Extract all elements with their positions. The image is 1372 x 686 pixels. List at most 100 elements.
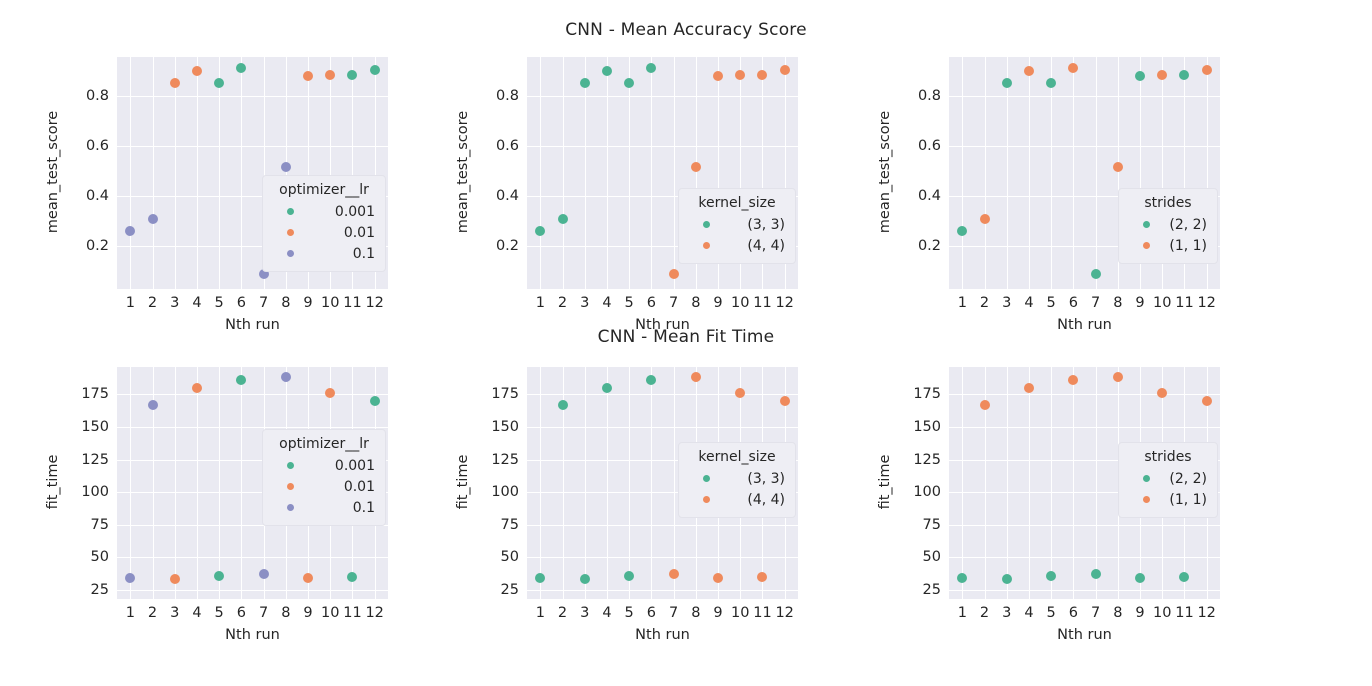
data-point bbox=[979, 213, 990, 224]
legend-entry[interactable]: (1, 1) bbox=[1129, 489, 1207, 510]
gridline-vertical bbox=[175, 367, 176, 599]
data-point bbox=[979, 399, 990, 410]
gridline-vertical bbox=[308, 57, 309, 289]
data-point bbox=[1157, 69, 1168, 80]
x-axis-label: Nth run bbox=[635, 317, 690, 333]
data-point bbox=[1135, 70, 1146, 81]
x-axis-tick-label: 6 bbox=[646, 605, 657, 621]
data-point bbox=[690, 372, 701, 383]
legend-marker-icon bbox=[273, 250, 307, 257]
y-axis-tick-label: 75 bbox=[90, 516, 109, 533]
legend-swatch bbox=[1142, 475, 1150, 482]
data-point bbox=[1090, 569, 1101, 580]
legend-bottom-right[interactable]: strides (2, 2) (1, 1) bbox=[1118, 442, 1218, 518]
legend-entry[interactable]: (3, 3) bbox=[689, 214, 785, 235]
gridline-vertical bbox=[740, 57, 741, 289]
gridline-horizontal bbox=[527, 557, 798, 558]
gridline-vertical bbox=[130, 57, 131, 289]
gridline-vertical bbox=[219, 57, 220, 289]
legend-top-right[interactable]: strides (2, 2) (1, 1) bbox=[1118, 188, 1218, 264]
gridline-horizontal bbox=[117, 427, 388, 428]
data-point bbox=[191, 65, 202, 76]
x-axis-tick-label: 11 bbox=[753, 605, 772, 621]
legend-title: optimizer__lr bbox=[279, 182, 369, 198]
y-axis-tick-label: 0.8 bbox=[495, 87, 519, 104]
gridline-vertical bbox=[1118, 57, 1119, 289]
legend-marker-icon bbox=[689, 242, 723, 249]
legend-label: (4, 4) bbox=[747, 237, 785, 254]
legend-label: (2, 2) bbox=[1169, 216, 1207, 233]
x-axis-tick-label: 11 bbox=[343, 295, 362, 311]
x-axis-tick-label: 5 bbox=[1046, 605, 1056, 621]
data-point bbox=[668, 569, 679, 580]
x-axis-tick-label: 10 bbox=[731, 605, 750, 621]
gridline-vertical bbox=[674, 57, 675, 289]
gridline-horizontal bbox=[949, 590, 1220, 591]
legend-entry[interactable]: (3, 3) bbox=[689, 468, 785, 489]
gridline-vertical bbox=[153, 57, 154, 289]
x-axis-label: Nth run bbox=[1057, 317, 1112, 333]
legend-label: (3, 3) bbox=[747, 470, 785, 487]
gridline-vertical bbox=[1096, 57, 1097, 289]
legend-label: 0.001 bbox=[334, 203, 375, 220]
data-point bbox=[779, 395, 790, 406]
gridline-vertical bbox=[629, 367, 630, 599]
gridline-horizontal bbox=[949, 460, 1220, 461]
legend-top-left[interactable]: optimizer__lr 0.001 0.01 0.1 bbox=[262, 175, 386, 272]
y-axis-tick-label: 75 bbox=[922, 516, 941, 533]
legend-entry[interactable]: (2, 2) bbox=[1129, 214, 1207, 235]
gridline-vertical bbox=[153, 367, 154, 599]
x-axis-tick-label: 7 bbox=[1090, 295, 1101, 311]
legend-bottom-middle[interactable]: kernel_size (3, 3) (4, 4) bbox=[678, 442, 796, 518]
legend-top-middle[interactable]: kernel_size (3, 3) (4, 4) bbox=[678, 188, 796, 264]
data-point bbox=[191, 382, 202, 393]
legend-entry[interactable]: 0.01 bbox=[273, 222, 375, 243]
legend-entry[interactable]: 0.1 bbox=[273, 497, 375, 518]
data-point bbox=[1023, 382, 1034, 393]
y-axis-tick-label: 75 bbox=[500, 516, 519, 533]
legend-entry[interactable]: 0.1 bbox=[273, 243, 375, 264]
data-point bbox=[535, 573, 546, 584]
data-point bbox=[779, 64, 790, 75]
legend-entry[interactable]: (2, 2) bbox=[1129, 468, 1207, 489]
data-point bbox=[1201, 395, 1212, 406]
x-axis-tick-label: 5 bbox=[214, 295, 224, 311]
legend-entry[interactable]: 0.001 bbox=[273, 455, 375, 476]
gridline-horizontal bbox=[527, 196, 798, 197]
gridline-vertical bbox=[674, 367, 675, 599]
x-axis-tick-label: 8 bbox=[1113, 605, 1123, 621]
y-axis-tick-label: 50 bbox=[500, 549, 519, 566]
y-axis-tick-label: 50 bbox=[922, 549, 941, 566]
x-axis-tick-label: 1 bbox=[957, 605, 967, 621]
legend-entry[interactable]: (4, 4) bbox=[689, 489, 785, 510]
x-axis-tick-label: 3 bbox=[170, 295, 180, 311]
gridline-horizontal bbox=[117, 96, 388, 97]
y-axis-tick-label: 0.6 bbox=[495, 138, 519, 155]
legend-swatch bbox=[286, 250, 294, 257]
x-axis-tick-label: 9 bbox=[303, 605, 313, 621]
gridline-horizontal bbox=[949, 146, 1220, 147]
legend-entry[interactable]: (4, 4) bbox=[689, 235, 785, 256]
x-axis-tick-label: 12 bbox=[775, 605, 794, 621]
gridline-vertical bbox=[1029, 57, 1030, 289]
gridline-vertical bbox=[130, 367, 131, 599]
data-point bbox=[325, 388, 336, 399]
gridline-vertical bbox=[540, 367, 541, 599]
data-point bbox=[258, 268, 269, 279]
gridline-horizontal bbox=[117, 246, 388, 247]
x-axis-label: Nth run bbox=[225, 627, 280, 643]
legend-entry[interactable]: 0.001 bbox=[273, 201, 375, 222]
legend-bottom-left[interactable]: optimizer__lr 0.001 0.01 0.1 bbox=[262, 429, 386, 526]
chart-title-bottom: CNN - Mean Fit Time bbox=[597, 327, 775, 347]
gridline-vertical bbox=[1184, 57, 1185, 289]
data-point bbox=[1135, 573, 1146, 584]
gridline-vertical bbox=[696, 57, 697, 289]
legend-entry[interactable]: 0.01 bbox=[273, 476, 375, 497]
x-axis-tick-label: 3 bbox=[1002, 295, 1012, 311]
legend-entry[interactable]: (1, 1) bbox=[1129, 235, 1207, 256]
gridline-vertical bbox=[563, 367, 564, 599]
legend-label: (1, 1) bbox=[1169, 491, 1207, 508]
